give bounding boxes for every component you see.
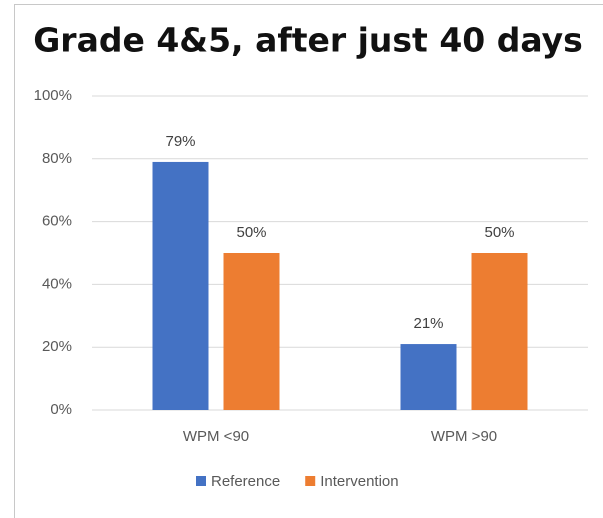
legend-label: Intervention (320, 473, 398, 490)
bar (400, 344, 457, 410)
value-label: 21% (413, 315, 443, 332)
y-tick-label: 100% (34, 87, 72, 104)
chart-title: Grade 4&5, after just 40 days (33, 21, 583, 60)
legend-label: Reference (211, 473, 280, 490)
y-tick-label: 0% (50, 401, 72, 418)
chart-frame (14, 4, 603, 518)
value-label: 79% (165, 133, 195, 150)
y-tick-label: 80% (42, 150, 72, 167)
legend-swatch (196, 476, 206, 486)
bar (223, 253, 280, 410)
y-tick-label: 60% (42, 213, 72, 230)
value-label: 50% (236, 224, 266, 241)
value-label: 50% (484, 224, 514, 241)
x-tick-label: WPM >90 (431, 428, 497, 445)
bar (152, 161, 209, 410)
legend-swatch (305, 476, 316, 486)
y-tick-label: 20% (42, 338, 72, 355)
y-tick-label: 40% (42, 275, 72, 292)
bar (471, 253, 528, 410)
x-tick-label: WPM <90 (183, 428, 249, 445)
